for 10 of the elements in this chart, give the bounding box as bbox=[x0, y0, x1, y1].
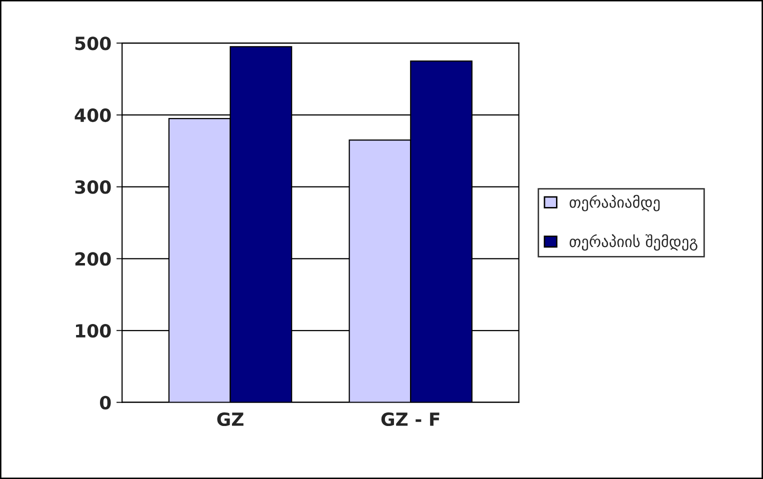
x-tick-label: GZ bbox=[217, 412, 244, 426]
y-tick-label: 100 bbox=[76, 324, 111, 338]
y-tick-label: 200 bbox=[75, 252, 111, 266]
legend-label: თერაპიის შემდეგ bbox=[570, 234, 698, 251]
legend-label: თერაპიამდე bbox=[570, 194, 660, 212]
x-tick-label: GZ - F bbox=[381, 412, 440, 426]
y-tick-label: 0 bbox=[100, 396, 111, 410]
y-tick-label: 400 bbox=[74, 108, 111, 122]
y-tick-label: 300 bbox=[75, 180, 111, 194]
y-tick-label: 500 bbox=[75, 36, 111, 50]
